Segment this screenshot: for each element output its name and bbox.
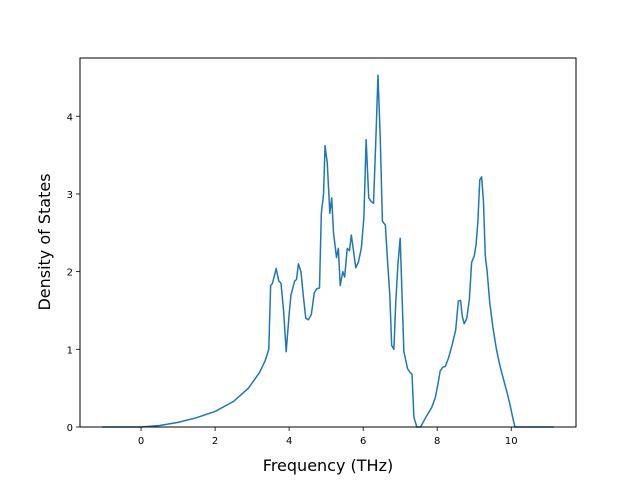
x-tick-label: 10 bbox=[505, 436, 518, 447]
y-axis-label: Density of States bbox=[35, 173, 54, 310]
x-axis-ticks: 0 2 4 6 8 10 bbox=[138, 427, 518, 447]
x-tick-label: 2 bbox=[212, 436, 218, 447]
x-tick-label: 8 bbox=[434, 436, 440, 447]
plot-frame bbox=[79, 57, 577, 428]
y-tick-label: 0 bbox=[67, 423, 73, 434]
x-axis-label: Frequency (THz) bbox=[263, 456, 393, 475]
y-tick-label: 4 bbox=[67, 112, 73, 123]
dos-series-line-0 bbox=[102, 74, 554, 428]
y-tick-label: 2 bbox=[67, 268, 73, 279]
y-tick-label: 3 bbox=[67, 190, 73, 201]
plot-area bbox=[80, 58, 576, 427]
x-tick-label: 4 bbox=[286, 436, 292, 447]
y-axis-ticks: 0 1 2 3 4 bbox=[67, 112, 80, 434]
series-layer bbox=[102, 74, 554, 428]
x-tick-label: 0 bbox=[138, 436, 144, 447]
x-tick-label: 6 bbox=[360, 436, 366, 447]
y-tick-label: 1 bbox=[67, 345, 73, 356]
